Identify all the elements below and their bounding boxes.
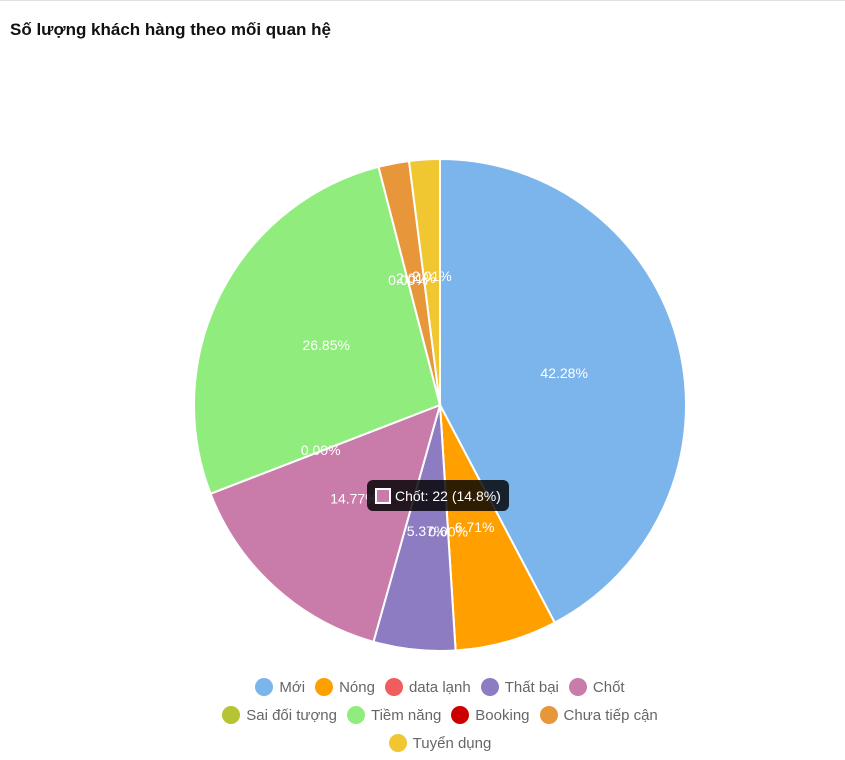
chart-title: Số lượng khách hàng theo mối quan hệ [10, 20, 331, 39]
legend-swatch [222, 706, 241, 724]
tooltip-text: Chốt: 22 (14.8%) [395, 487, 501, 504]
legend-item[interactable]: Thất bại [480, 677, 559, 697]
legend-swatch [255, 678, 274, 696]
chart: 42.28%6.71%0.00%5.37%14.77%0.00%26.85%0.… [193, 157, 687, 652]
legend-label: Chưa tiếp cận [563, 706, 658, 724]
legend-label: Mới [279, 678, 306, 696]
data-label: 5.37% [407, 523, 447, 539]
legend-item[interactable]: Booking [451, 705, 530, 725]
data-label: 2.01% [396, 270, 436, 286]
legend-item[interactable]: Sai đối tượng [222, 705, 337, 725]
legend-item[interactable]: Tuyển dụng [388, 733, 492, 753]
data-label: 6.71% [455, 519, 495, 535]
legend-item[interactable]: Chưa tiếp cận [539, 705, 658, 725]
tooltip-swatch [375, 487, 391, 504]
legend-label: Tuyển dụng [412, 734, 492, 752]
legend-swatch [568, 678, 587, 696]
legend-item[interactable]: Nóng [315, 677, 375, 697]
legend-swatch [384, 678, 403, 696]
legend-item[interactable]: Chốt [568, 677, 625, 697]
legend-swatch [539, 706, 558, 724]
legend-label: Booking [475, 706, 530, 724]
legend-label: data lạnh [408, 678, 471, 696]
legend-item[interactable]: Mới [255, 677, 305, 697]
legend-swatch [451, 706, 470, 724]
data-label: 14.77% [330, 490, 377, 506]
legend-label: Chốt [592, 678, 625, 696]
legend-label: Thất bại [504, 678, 559, 696]
data-label: 42.28% [540, 365, 587, 381]
legend-item[interactable]: data lạnh [384, 677, 471, 697]
pie-slice [407, 157, 441, 406]
top-border [0, 0, 845, 1]
data-label: 26.85% [302, 337, 349, 353]
legend-swatch [480, 678, 499, 696]
legend-label: Sai đối tượng [246, 706, 337, 724]
legend-swatch [346, 706, 365, 724]
data-label: 0.00% [428, 523, 468, 539]
tooltip: Chốt: 22 (14.8%) [367, 480, 509, 511]
data-label: 0.00% [388, 272, 428, 288]
pie-slice [193, 165, 442, 495]
pie-slice [209, 403, 442, 644]
data-label: 2.01% [412, 268, 452, 284]
legend-label: Nóng [339, 678, 375, 696]
legend-label: Tiềm năng [370, 706, 442, 724]
data-label: 0.00% [301, 442, 341, 458]
legend-item[interactable]: Tiềm năng [346, 705, 442, 725]
legend: Mới Nóng data lạnh Thất bại Chốt Sai đối tượn… [205, 677, 675, 753]
legend-swatch [315, 678, 334, 696]
legend-swatch [388, 734, 407, 752]
